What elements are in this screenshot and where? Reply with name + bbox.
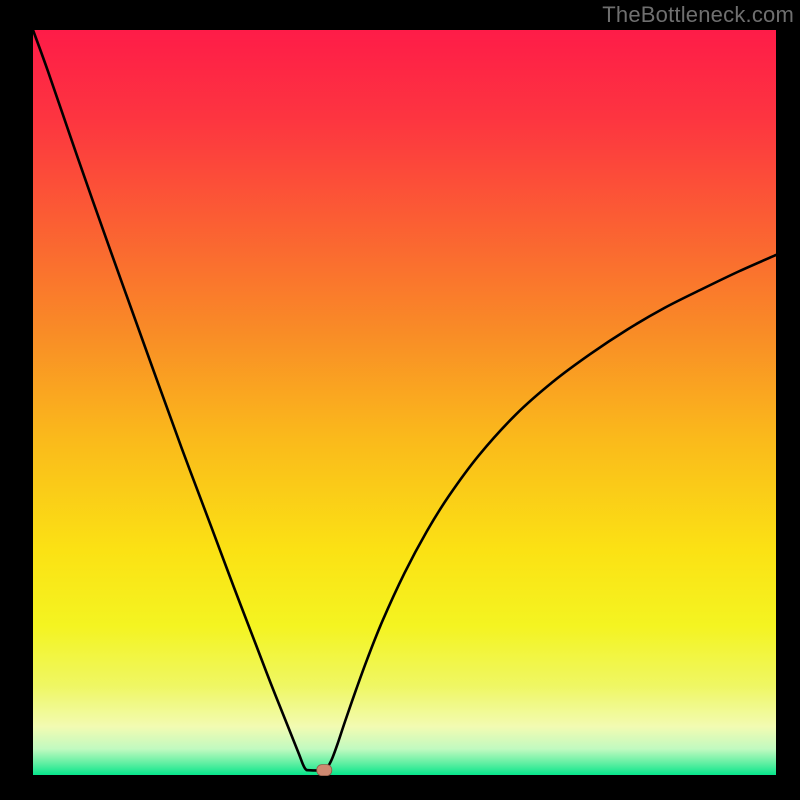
plot-background	[33, 30, 776, 775]
watermark-text: TheBottleneck.com	[602, 2, 794, 28]
optimal-point-marker	[317, 765, 332, 776]
chart-frame: TheBottleneck.com	[0, 0, 800, 800]
bottleneck-chart	[0, 0, 800, 800]
